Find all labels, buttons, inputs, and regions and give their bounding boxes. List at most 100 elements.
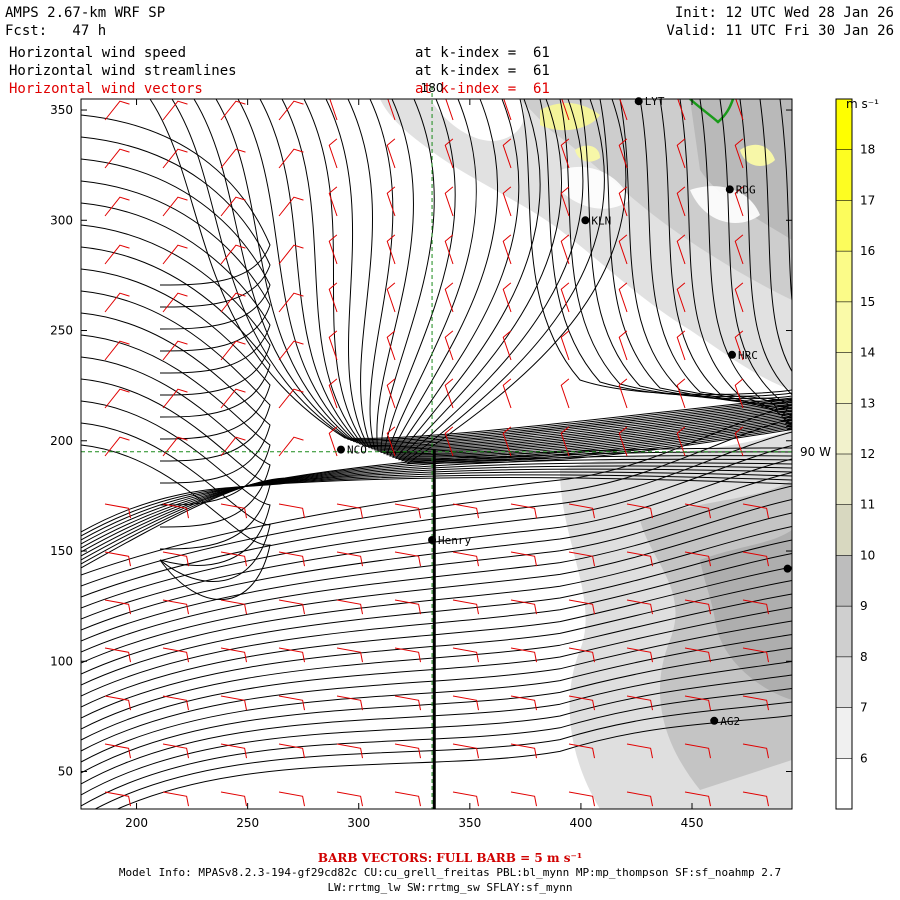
wind-barb <box>336 647 363 663</box>
wind-barb <box>677 99 686 121</box>
wind-barb <box>386 426 396 457</box>
colorbar-swatch <box>836 352 852 404</box>
wind-barb <box>162 292 188 313</box>
streamline <box>81 356 271 528</box>
wind-barb <box>676 330 686 361</box>
wind-barb <box>336 551 363 567</box>
wind-barb <box>220 695 247 711</box>
streamline <box>81 114 271 286</box>
streamline <box>519 99 792 395</box>
colorbar-swatch <box>836 656 852 708</box>
wind-barb <box>618 426 628 457</box>
field-level-vectors: at k-index = 61 <box>415 81 550 97</box>
wind-barb <box>162 148 188 169</box>
colorbar-swatch <box>836 555 852 607</box>
streamline <box>400 99 792 462</box>
wind-barb <box>394 647 421 663</box>
streamline <box>376 99 792 452</box>
wind-barb <box>278 599 305 615</box>
wind-barb <box>626 503 653 519</box>
wind-barb <box>510 743 537 759</box>
wind-barb <box>162 695 189 711</box>
wind-barb <box>676 282 686 313</box>
wind-barb <box>560 138 570 169</box>
field-level-streamlines: at k-index = 61 <box>415 63 550 79</box>
y-tick-label: 300 <box>50 213 73 227</box>
wind-barb <box>626 695 653 711</box>
wind-barb <box>742 647 769 663</box>
streamline <box>325 99 792 449</box>
streamline <box>81 334 271 506</box>
wind-barb <box>220 743 247 759</box>
wind-barb <box>104 388 130 409</box>
wind-barb <box>445 99 454 121</box>
wind-barb <box>561 99 570 121</box>
streamline <box>81 136 271 308</box>
wind-barb <box>503 99 512 121</box>
streamline <box>81 400 271 566</box>
station-label: HRC <box>738 349 758 362</box>
streamline <box>303 99 792 448</box>
wind-barb <box>336 599 363 615</box>
colorbar-label: 17 <box>860 193 875 207</box>
streamline <box>386 99 792 456</box>
wind-barb <box>502 330 512 361</box>
wind-barb <box>278 695 305 711</box>
wind-barb <box>278 340 304 361</box>
streamline <box>389 99 792 457</box>
colorbar-label: 9 <box>860 599 868 613</box>
wind-barb <box>278 551 305 567</box>
y-tick-label: 100 <box>50 654 73 668</box>
station-label: RDG <box>736 183 756 196</box>
wind-barb <box>626 551 653 567</box>
streamline <box>81 539 792 686</box>
wind-barb <box>386 378 396 409</box>
colorbar-swatch <box>836 301 852 353</box>
streamline <box>739 99 792 425</box>
wind-barb <box>502 282 512 313</box>
streamline <box>719 99 792 422</box>
streamline <box>81 566 792 708</box>
streamlines <box>81 99 792 809</box>
wind-barb <box>104 100 130 121</box>
wind-barb <box>618 378 628 409</box>
wind-barb <box>618 282 628 313</box>
colorbar-label: 12 <box>860 447 875 461</box>
wind-barb <box>336 503 363 519</box>
streamline <box>81 553 792 697</box>
station-marker <box>725 185 734 194</box>
wind-barb <box>278 148 304 169</box>
streamline <box>369 99 792 451</box>
station-marker <box>710 716 719 725</box>
wind-barb <box>220 292 246 313</box>
streamline <box>559 99 792 400</box>
wind-barb <box>742 791 769 807</box>
wind-barb <box>386 186 396 217</box>
wind-barb <box>394 743 421 759</box>
wind-barb <box>104 647 131 663</box>
wind-barb <box>510 695 537 711</box>
wind-barb <box>742 551 769 567</box>
wind-barb <box>162 244 188 265</box>
wind-barb <box>560 234 570 265</box>
wind-barb <box>386 282 396 313</box>
wind-barb <box>560 186 570 217</box>
streamline <box>81 468 792 545</box>
streamline <box>579 99 792 402</box>
colorbar-swatch <box>836 504 852 556</box>
wind-barb <box>734 234 744 265</box>
wind-barb <box>162 100 188 121</box>
wind-barb <box>684 743 711 759</box>
streamline <box>397 99 792 461</box>
wind-barb <box>278 388 304 409</box>
wind-barb <box>444 426 454 457</box>
wind-barb <box>568 599 595 615</box>
wind-barb <box>220 791 247 807</box>
station-marker <box>581 216 590 225</box>
wind-barb <box>162 388 188 409</box>
station-label: AG2 <box>720 715 740 728</box>
wind-barb <box>162 791 189 807</box>
wind-barb <box>452 791 479 807</box>
wind-barb <box>394 791 421 807</box>
wind-barb <box>329 99 338 121</box>
